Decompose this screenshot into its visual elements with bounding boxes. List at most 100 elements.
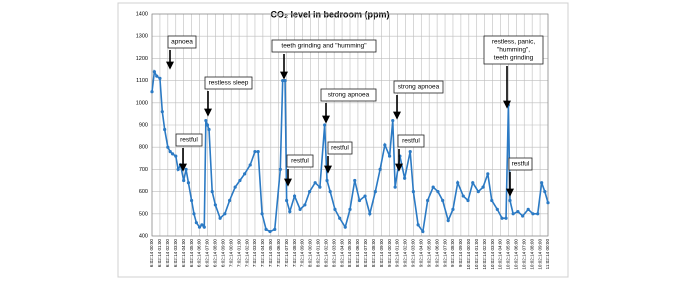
y-tick-label: 1100 <box>136 78 148 84</box>
data-point <box>357 198 362 203</box>
data-point <box>411 190 415 194</box>
x-tick-label: 10:02:14 00:00 <box>466 239 471 270</box>
y-tick-label: 400 <box>139 233 148 239</box>
annotation-text: teeth grinding and "humming" <box>281 43 367 50</box>
annotation-text: restless, panic, <box>492 39 536 46</box>
data-point <box>416 223 420 227</box>
data-point <box>536 212 540 216</box>
x-tick-label: 8:02:14 02:00 <box>323 239 328 268</box>
x-tick-label: 6:02:14 08:00 <box>213 239 218 268</box>
data-point <box>292 194 297 198</box>
data-point <box>278 167 282 171</box>
data-point <box>190 198 194 203</box>
annotation-box <box>204 76 253 90</box>
data-point <box>288 209 292 214</box>
y-tick-label: 1000 <box>136 100 148 106</box>
data-point <box>353 178 357 183</box>
data-point <box>152 70 156 74</box>
x-tick-label: 8:02:14 05:00 <box>347 239 352 268</box>
data-point <box>540 181 544 185</box>
data-point <box>325 178 329 183</box>
data-point <box>338 216 342 220</box>
annotation-box <box>175 133 203 147</box>
x-tick-label: 10:02:14 07:00 <box>521 239 526 270</box>
data-point <box>238 178 242 183</box>
data-point <box>333 207 337 211</box>
x-tick-label: 10:02:14 04:00 <box>498 239 503 270</box>
annotation-text: restful <box>402 138 420 145</box>
data-point <box>546 201 550 205</box>
x-tick-label: 8:02:14 03:00 <box>331 239 336 268</box>
x-tick-label: 8:02:14 01:00 <box>316 239 321 268</box>
data-point <box>461 194 465 198</box>
plot-border <box>151 13 549 237</box>
annotation-text: strong apnoea <box>398 84 440 91</box>
data-point <box>204 118 208 123</box>
x-tick-label: 10:02:14 06:00 <box>514 239 519 270</box>
annotation-text: teeth grinding <box>494 55 534 62</box>
annotation-box <box>393 80 444 94</box>
data-point <box>471 181 475 185</box>
x-tick-label: 7:02:14 07:00 <box>284 239 289 268</box>
y-tick-label: 500 <box>139 211 148 217</box>
x-tick-label: 8:02:14 07:00 <box>363 239 368 268</box>
data-point <box>403 176 407 180</box>
annotation-box <box>508 157 533 171</box>
x-tick-label: 6:02:14 07:00 <box>205 239 210 268</box>
data-point <box>194 221 198 225</box>
data-point <box>446 218 450 223</box>
data-point <box>158 76 162 80</box>
data-point <box>323 123 327 127</box>
data-point <box>426 198 430 203</box>
data-point <box>182 178 186 183</box>
x-tick-label: 9:02:14 06:00 <box>434 239 439 268</box>
x-tick-label: 10:02:14 03:00 <box>490 239 495 270</box>
data-point <box>393 185 397 189</box>
x-tick-label: 6:02:14 06:00 <box>197 239 202 268</box>
y-tick-label: 1300 <box>136 34 148 40</box>
data-point <box>207 127 211 132</box>
data-point <box>210 190 214 194</box>
y-tick-label: 1400 <box>136 11 148 17</box>
data-point <box>285 198 289 203</box>
annotation-box <box>483 35 544 65</box>
data-point <box>283 79 287 83</box>
data-point <box>508 198 512 203</box>
annotation-text: restful <box>291 158 309 165</box>
x-tick-label: 9:02:14 02:00 <box>403 239 408 268</box>
annotation-text: strong apnoea <box>328 92 370 99</box>
x-tick-label: 10:02:14 01:00 <box>474 239 479 270</box>
x-tick-label: 6:02:14 04:00 <box>181 239 186 268</box>
data-point <box>421 229 425 234</box>
data-point <box>256 150 260 154</box>
data-point <box>486 172 490 176</box>
data-point <box>303 203 307 207</box>
x-tick-label: 8:02:14 09:00 <box>379 239 384 268</box>
data-point <box>431 185 435 189</box>
x-tick-label: 6:02:14 05:00 <box>189 239 194 268</box>
annotation-box <box>397 134 425 148</box>
data-point <box>163 127 167 132</box>
data-point <box>233 185 237 189</box>
data-point <box>243 172 247 176</box>
x-tick-label: 9:02:14 04:00 <box>418 239 423 268</box>
data-point <box>253 150 257 154</box>
data-point <box>248 163 252 167</box>
data-point <box>490 198 494 203</box>
data-point <box>368 212 372 216</box>
x-tick-label: 6:02:14 00:00 <box>149 239 154 268</box>
data-point <box>495 207 499 211</box>
x-tick-label: 6:02:14 03:00 <box>173 239 178 268</box>
x-tick-label: 7:02:14 03:00 <box>252 239 257 268</box>
data-point <box>531 212 535 216</box>
data-point <box>178 163 183 167</box>
x-tick-label: 9:02:14 09:00 <box>458 239 463 268</box>
x-tick-label: 11:02:14 00:00 <box>545 239 550 270</box>
y-tick-label: 700 <box>139 167 148 173</box>
y-tick-label: 600 <box>139 189 148 195</box>
annotation-box <box>167 35 197 49</box>
x-tick-label: 10:02:14 09:00 <box>537 239 542 270</box>
data-point <box>308 190 312 194</box>
annotation-text: apnoea <box>171 39 193 46</box>
